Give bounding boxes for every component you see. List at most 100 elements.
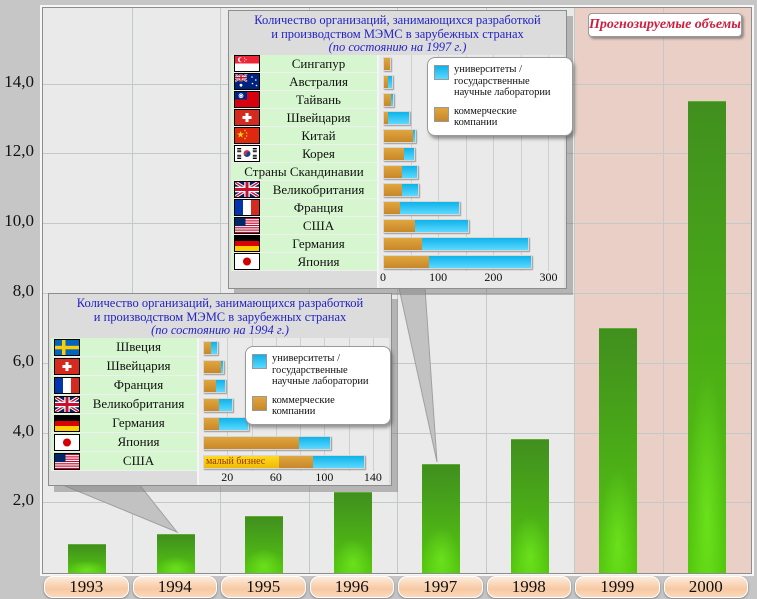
bar-1997 bbox=[422, 463, 461, 573]
bar-segment-cyan bbox=[218, 417, 248, 430]
flag-switzerland-icon bbox=[234, 109, 260, 126]
bar-segment-orange bbox=[384, 112, 389, 124]
legend-swatch-cyan bbox=[252, 354, 267, 369]
country-row: Великобритания bbox=[231, 181, 377, 199]
country-label: Япония bbox=[117, 434, 160, 449]
inset-xtick-label: 300 bbox=[539, 270, 558, 284]
inset-xtick-label: 100 bbox=[429, 270, 448, 284]
country-label: Германия bbox=[292, 235, 345, 251]
stacked-bar-Япония bbox=[383, 255, 533, 269]
country-row: Япония bbox=[231, 253, 377, 271]
year-button-1995: 1995 bbox=[221, 576, 306, 598]
bar-segment-orange bbox=[384, 184, 402, 196]
ytick-label: 4,0 bbox=[12, 420, 34, 440]
v-gridline bbox=[308, 8, 310, 573]
bar-1994 bbox=[156, 533, 195, 573]
stacked-bar-Швейцария bbox=[203, 359, 225, 374]
country-row: Великобритания bbox=[51, 395, 197, 414]
bar-2000 bbox=[687, 101, 726, 573]
bar-segment-orange bbox=[384, 94, 392, 106]
bar-segment-orange bbox=[204, 398, 219, 411]
x-axis-year-strip: 1993 1994 1995 1996 1997 1998 1999 2000 bbox=[42, 576, 750, 599]
bar-segment-cyan bbox=[211, 341, 218, 354]
inset-title-line: и производством МЭМС в зарубежных страна… bbox=[271, 26, 524, 41]
country-column: Сингапур Австралия Тайвань Швейцария ★ Китай К… bbox=[231, 55, 377, 288]
bar-segment-cyan bbox=[403, 148, 414, 160]
inset-x-axis: 20 60 100 140 bbox=[199, 471, 389, 485]
stacked-bar-Сингапур bbox=[383, 57, 392, 71]
bar-segment-orange bbox=[384, 148, 404, 160]
year-button-1997: 1997 bbox=[398, 576, 483, 598]
country-label: Великобритания bbox=[92, 396, 185, 411]
inset-title-line: Количество организаций, занимающихся раз… bbox=[76, 296, 364, 310]
year-button-1999: 1999 bbox=[575, 576, 660, 598]
v-gridline bbox=[662, 8, 664, 573]
legend-item: университеты / государственные научные лаб… bbox=[434, 64, 566, 99]
legend-item: коммерческие компании bbox=[252, 395, 384, 418]
inset-xtick-label: 0 bbox=[380, 270, 386, 284]
country-row: Швейцария bbox=[51, 357, 197, 376]
bar-segment-cyan bbox=[402, 166, 418, 178]
country-row: Страны Скандинавии bbox=[231, 163, 377, 181]
stacked-bar-Страны Скандинавии bbox=[383, 165, 419, 179]
inset-v-gridline bbox=[465, 55, 467, 271]
stacked-bar-Швейцария bbox=[383, 111, 411, 125]
legend-item: коммерческие компании bbox=[434, 106, 566, 129]
stacked-bar-Япония bbox=[203, 435, 332, 450]
country-row: Франция bbox=[51, 376, 197, 395]
flag-japan-icon bbox=[54, 433, 80, 451]
country-label: Франция bbox=[113, 377, 164, 392]
bar-segment-orange bbox=[384, 256, 430, 268]
country-label: Великобритания bbox=[272, 181, 365, 197]
country-label: Швеция bbox=[116, 339, 161, 354]
stacked-bar-Франция bbox=[203, 378, 226, 393]
bar-segment-cyan bbox=[414, 220, 469, 232]
bar-segment-orange bbox=[384, 130, 413, 142]
inset-x-axis: 0 100 200 300 bbox=[379, 271, 564, 288]
inset-v-gridline bbox=[438, 55, 440, 271]
year-button-2000: 2000 bbox=[663, 576, 748, 598]
stacked-bar-Великобритания bbox=[203, 397, 233, 412]
bar-segment-orange bbox=[384, 220, 415, 232]
v-gridline bbox=[485, 8, 487, 573]
bar-1998 bbox=[510, 439, 549, 573]
inset-xtick-label: 200 bbox=[484, 270, 503, 284]
v-gridline bbox=[397, 8, 398, 573]
country-row: Франция bbox=[231, 199, 377, 217]
flag-france-icon bbox=[234, 199, 260, 216]
inset-v-gridline bbox=[410, 55, 412, 271]
legend-swatch-orange bbox=[434, 106, 449, 122]
flag-taiwan-icon bbox=[234, 91, 260, 108]
flag-switzerland-icon bbox=[54, 357, 80, 375]
country-label: Тайвань bbox=[296, 91, 341, 107]
bar-segment-orange bbox=[384, 58, 390, 70]
country-label: Сингапур bbox=[291, 55, 346, 71]
bar-segment-cyan bbox=[313, 455, 365, 468]
legend-text: коммерческие компании bbox=[272, 394, 335, 418]
bar-segment-orange bbox=[204, 379, 217, 392]
country-label: Корея bbox=[302, 145, 335, 161]
flag-usa-icon bbox=[54, 452, 80, 470]
country-label: США bbox=[122, 453, 155, 468]
legend-swatch-cyan bbox=[434, 65, 449, 80]
flag-uk-icon bbox=[54, 395, 80, 413]
bar-1999 bbox=[599, 327, 638, 573]
bar-segment-cyan bbox=[412, 130, 415, 142]
country-label: США bbox=[302, 217, 335, 233]
stacked-bar-Австралия bbox=[383, 75, 393, 89]
legend: университеты / государственные научные лаб… bbox=[245, 346, 391, 425]
small-business-bar-label: малый бизнес bbox=[206, 455, 266, 467]
flag-usa-icon bbox=[234, 217, 260, 234]
inset-v-gridline bbox=[520, 55, 522, 271]
inset-xtick-label: 60 bbox=[269, 470, 282, 484]
flag-uk-icon bbox=[234, 181, 260, 198]
bar-segment-cyan bbox=[388, 76, 392, 88]
country-row: Швейцария bbox=[231, 109, 377, 127]
flag-germany-icon bbox=[234, 235, 260, 252]
bar-segment-cyan bbox=[429, 256, 532, 268]
country-label: Швейцария bbox=[286, 109, 351, 125]
legend-text: университеты / государственные научные лаб… bbox=[272, 353, 369, 387]
country-column: Швеция Швейцария Франция Великобритания Герм… bbox=[51, 338, 197, 485]
flag-sweden-icon bbox=[54, 338, 80, 356]
bar-segment-yellow: малый бизнес bbox=[204, 455, 280, 468]
